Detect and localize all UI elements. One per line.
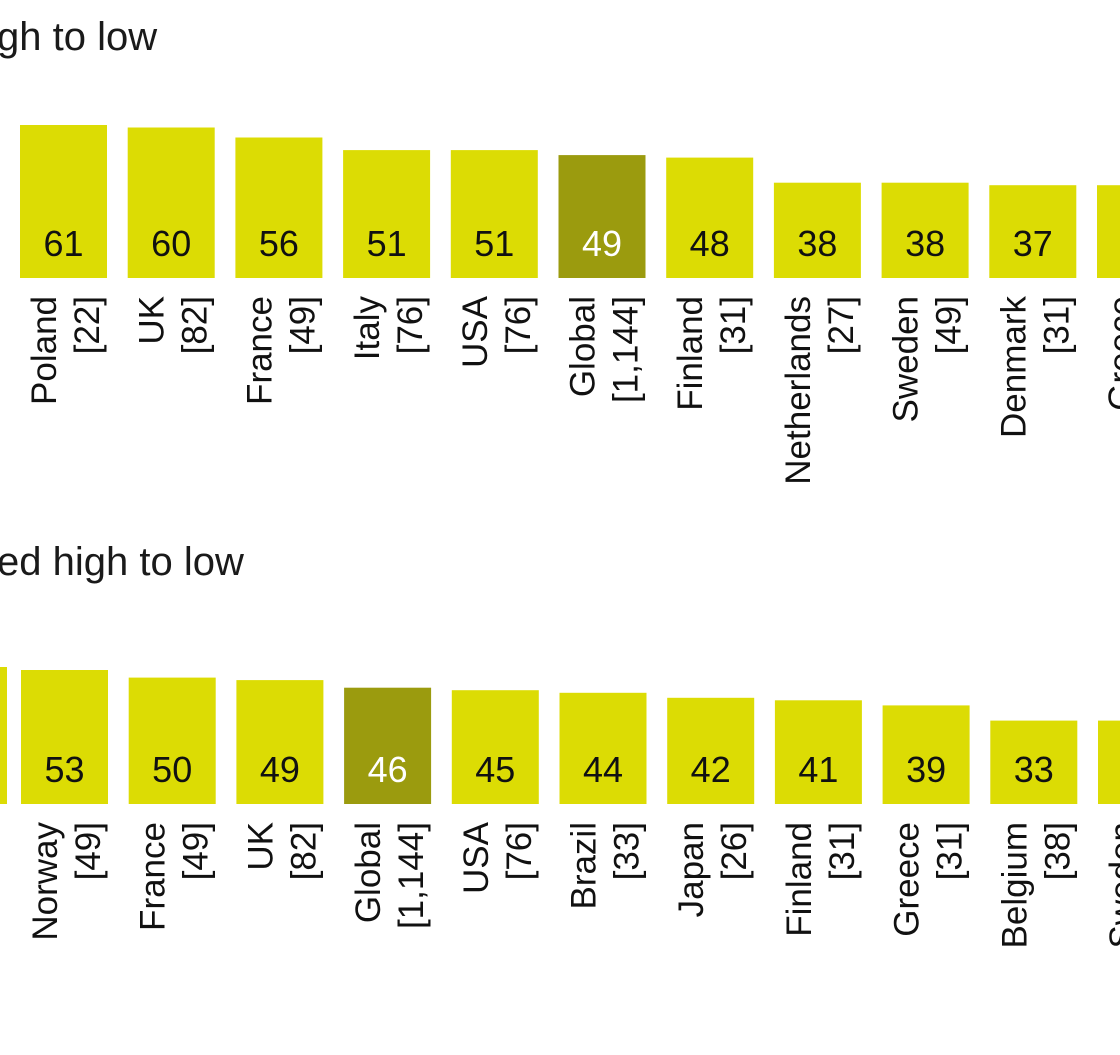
value-label: 38	[797, 223, 837, 264]
category-label: Greece	[1102, 296, 1120, 411]
bar-france	[235, 137, 323, 278]
category-label: Norway	[26, 822, 65, 941]
category-label: Global	[349, 822, 388, 923]
sample-size-label: [76]	[499, 296, 538, 354]
category-label: Finland	[780, 822, 819, 937]
bar-finland	[666, 157, 754, 278]
sample-size-label: [49]	[283, 296, 322, 354]
category-label: France	[240, 296, 279, 405]
category-label: Global	[564, 296, 603, 397]
bar-global	[558, 155, 646, 278]
sample-size-label: [27]	[822, 296, 861, 354]
bar-finland	[774, 700, 862, 804]
category-label: France	[134, 822, 173, 931]
value-label: 46	[368, 749, 408, 790]
value-label: 53	[44, 749, 84, 790]
sample-size-label: [49]	[69, 822, 108, 880]
bar-italy	[343, 150, 431, 278]
bar-sweden	[881, 182, 969, 278]
sample-size-label: [31]	[714, 296, 753, 354]
sample-size-label: [33]	[608, 822, 647, 880]
bar-global	[344, 687, 432, 804]
category-label: Poland	[25, 296, 64, 405]
value-label: 51	[367, 223, 407, 264]
bar-greece	[1097, 185, 1120, 278]
category-label: Sweden	[1103, 822, 1120, 948]
sample-size-label: [82]	[284, 822, 323, 880]
category-label: Greece	[888, 822, 927, 937]
category-label: Netherlands	[779, 296, 818, 485]
sample-size-label: [49]	[177, 822, 216, 880]
sample-size-label: [82]	[176, 296, 215, 354]
category-label: UK	[133, 296, 172, 345]
value-label: 51	[474, 223, 514, 264]
bar-usa	[451, 690, 539, 804]
value-label: 38	[905, 223, 945, 264]
sample-size-label: [26]	[715, 822, 754, 880]
sample-size-label: [76]	[500, 822, 539, 880]
value-label: 50	[152, 749, 192, 790]
category-label: Denmark	[994, 296, 1033, 438]
value-label: 39	[906, 749, 946, 790]
category-label: Finland	[671, 296, 710, 411]
value-label: 49	[582, 223, 622, 264]
value-label: 44	[583, 749, 623, 790]
bar-poland	[20, 125, 107, 278]
sample-size-label: [31]	[823, 822, 862, 880]
chart-1-title: gh to low	[0, 15, 157, 59]
bar-norway	[21, 670, 108, 804]
sample-size-label: [22]	[68, 296, 107, 354]
category-label: Brazil	[565, 822, 604, 910]
sample-size-label: [1,144]	[607, 296, 646, 403]
category-label: UK	[241, 822, 280, 871]
value-label: 37	[1013, 223, 1053, 264]
category-label: USA	[456, 295, 495, 368]
bar-sweden	[1098, 720, 1120, 804]
value-label: 45	[475, 749, 515, 790]
value-label: 49	[260, 749, 300, 790]
bar-belgium	[990, 720, 1078, 804]
category-label: Sweden	[887, 296, 926, 422]
sample-size-label: [31]	[931, 822, 970, 880]
value-label: 42	[691, 749, 731, 790]
category-label: Belgium	[995, 822, 1034, 948]
bar-netherlands	[773, 182, 861, 278]
sample-size-label: [76]	[391, 296, 430, 354]
sample-size-label: [1,144]	[392, 822, 431, 929]
value-label: 56	[259, 223, 299, 264]
value-label: 33	[1014, 749, 1054, 790]
bar-usa	[450, 150, 538, 278]
value-label: 61	[43, 223, 83, 264]
bar-brazil	[559, 692, 647, 804]
sample-size-label: [31]	[1037, 296, 1076, 354]
bar-greece	[882, 705, 970, 804]
bar-denmark	[989, 185, 1077, 278]
chart-2-title: ed high to low	[0, 540, 244, 584]
value-label: 60	[151, 223, 191, 264]
sample-size-label: [49]	[930, 296, 969, 354]
bar-uk	[236, 680, 324, 804]
category-label: Japan	[672, 822, 711, 917]
bar-uk	[127, 127, 215, 278]
bar-japan	[667, 697, 755, 804]
value-label: 48	[690, 223, 730, 264]
value-label: 41	[798, 749, 838, 790]
category-label: USA	[457, 821, 496, 894]
bar-france	[128, 677, 216, 804]
sample-size-label: [38]	[1038, 822, 1077, 880]
category-label: Italy	[348, 296, 387, 361]
bar-partial	[0, 667, 7, 804]
